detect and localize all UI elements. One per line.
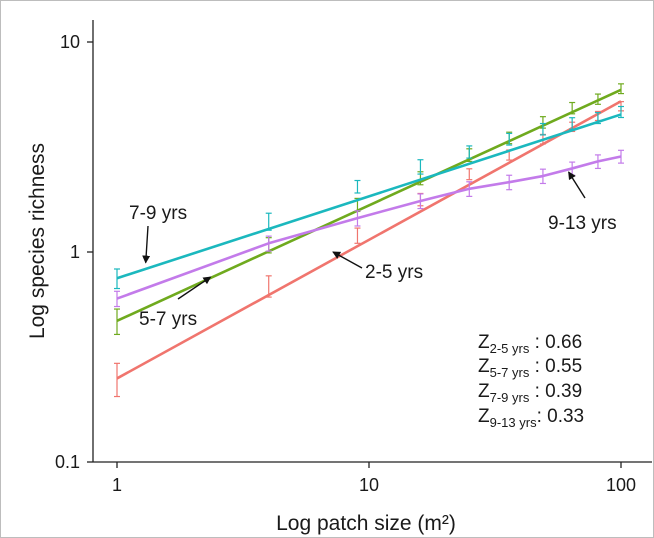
z-subscript: 2-5 yrs [490,341,530,356]
z-value-row: Z9-13 yrs: 0.33 [478,406,584,430]
error-bar [114,268,120,290]
z-value: : 0.55 [529,356,582,377]
x-tick-label: 10 [359,475,379,495]
x-tick-label: 1 [112,475,122,495]
annotation-label: 5-7 yrs [139,309,197,330]
series-line-s57 [116,88,622,323]
error-bar [466,145,473,159]
error-bar [114,308,120,336]
z-subscript: 9-13 yrs [490,415,537,430]
annotation-a57: 5-7 yrs [139,276,212,330]
error-bar [417,159,424,175]
series-line-s25 [116,100,622,380]
z-value: : 0.66 [529,332,582,353]
z-value-row: Z5-7 yrs : 0.55 [478,356,582,380]
annotation-a913: 9-13 yrs [548,171,617,234]
z-value-row: Z7-9 yrs : 0.39 [478,381,582,405]
z-subscript: 5-7 yrs [490,365,530,380]
z-symbol: Z [478,381,490,402]
annotation-label: 9-13 yrs [548,213,617,234]
error-bar [466,168,473,181]
error-bar [354,227,361,244]
annotation-arrow [332,251,363,269]
z-subscript: 7-9 yrs [490,390,530,405]
error-bar [618,83,624,95]
annotation-label: 7-9 yrs [129,203,187,224]
y-tick-label: 10 [60,32,80,52]
z-symbol: Z [478,406,490,427]
annotation-arrow [142,225,151,264]
z-value: : 0.33 [537,406,585,427]
error-bar [354,179,361,194]
annotation-arrow [568,171,586,199]
y-tick-label: 0.1 [55,452,80,472]
annotation-a79: 7-9 yrs [129,203,187,264]
series-line-s913 [116,155,622,300]
error-bar [114,290,120,308]
annotation-arrow [177,276,212,300]
z-value: : 0.39 [529,381,582,402]
error-bar [114,362,120,398]
annotation-a25: 2-5 yrs [332,251,423,283]
series-line-s79 [116,113,622,280]
error-bar [539,122,546,136]
series-s79 [114,105,624,290]
y-axis-label: Log species richness [26,143,49,339]
z-symbol: Z [478,356,490,377]
annotation-label: 2-5 yrs [365,262,423,283]
x-axis-label: Log patch size (m²) [276,512,456,535]
z-value-row: Z2-5 yrs : 0.66 [478,332,582,356]
y-tick-label: 1 [70,242,80,262]
z-symbol: Z [478,332,490,353]
series-s57 [114,83,624,336]
x-tick-label: 100 [606,475,636,495]
error-bar [506,132,513,146]
